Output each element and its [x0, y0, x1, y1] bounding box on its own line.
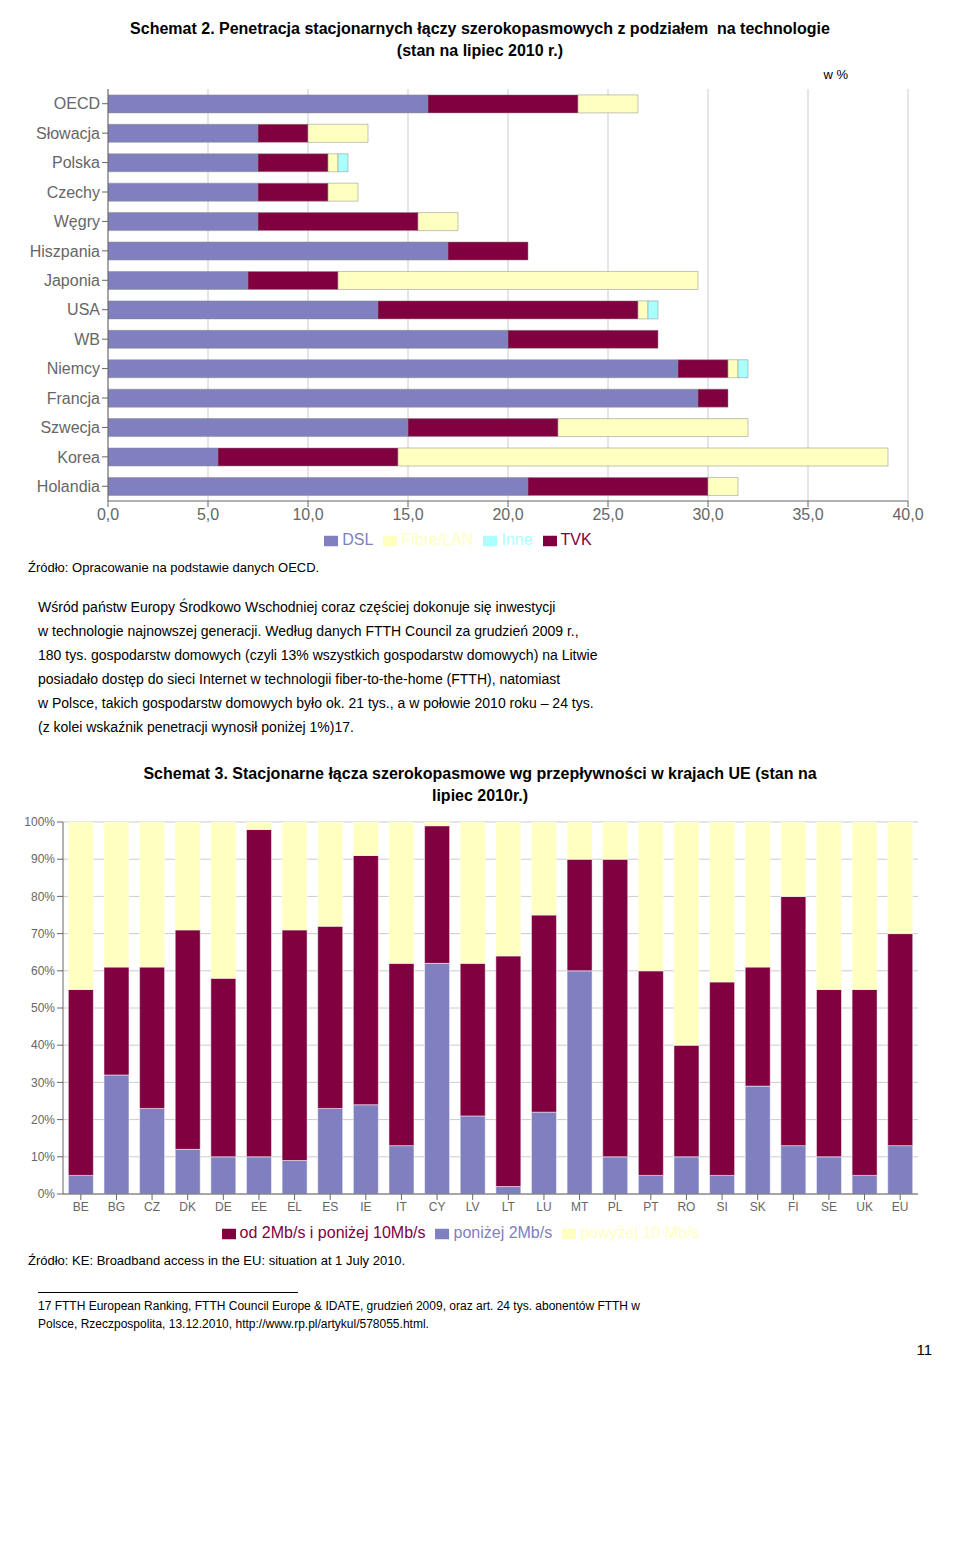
svg-text:20,0: 20,0 — [492, 506, 523, 523]
svg-text:IT: IT — [396, 1200, 407, 1214]
html-text:powyżej 10 Mb/s: powyżej 10 Mb/s — [580, 1224, 700, 1241]
html-text:posiadało dostęp do sieci Inte: posiadało dostęp do sieci Internet w tec… — [38, 671, 561, 687]
html-text:poniżej 2Mb/s: poniżej 2Mb/s — [453, 1224, 553, 1241]
html-text:Schemat 2. Penetracja stacjona: Schemat 2. Penetracja stacjonarnych łącz… — [130, 20, 830, 37]
svg-text:Holandia: Holandia — [37, 478, 100, 495]
html-text:od 2Mb/s i poniżej 10Mb/s: od 2Mb/s i poniżej 10Mb/s — [239, 1224, 426, 1241]
svg-text:60%: 60% — [31, 964, 55, 978]
svg-text:25,0: 25,0 — [592, 506, 623, 523]
html-text:Schemat 3. Stacjonarne łącza s: Schemat 3. Stacjonarne łącza szerokopasm… — [143, 765, 817, 782]
svg-text:SE: SE — [821, 1200, 837, 1214]
svg-text:Polska: Polska — [52, 154, 100, 171]
html-text:11: 11 — [916, 1341, 932, 1358]
svg-text:FI: FI — [788, 1200, 799, 1214]
svg-text:UK: UK — [856, 1200, 873, 1214]
svg-text:15,0: 15,0 — [392, 506, 423, 523]
svg-text:30,0: 30,0 — [692, 506, 723, 523]
svg-text:10,0: 10,0 — [292, 506, 323, 523]
svg-text:80%: 80% — [31, 890, 55, 904]
svg-text:EE: EE — [251, 1200, 267, 1214]
html-text:DSL: DSL — [342, 531, 374, 548]
svg-text:Czechy: Czechy — [47, 184, 100, 201]
svg-text:LV: LV — [466, 1200, 480, 1214]
svg-text:SK: SK — [750, 1200, 766, 1214]
html-text:(stan na lipiec 2010 r.): (stan na lipiec 2010 r.) — [396, 42, 564, 59]
svg-text:70%: 70% — [31, 927, 55, 941]
svg-text:WB: WB — [74, 331, 100, 348]
html-text:Wśród państw Europy Środkowo W: Wśród państw Europy Środkowo Wschodniej … — [38, 599, 556, 615]
html-text:Źródło: Opracowanie na podstaw: Źródło: Opracowanie na podstawie danych … — [28, 560, 320, 575]
html-text:TVK: TVK — [560, 531, 592, 548]
svg-text:OECD: OECD — [54, 95, 100, 112]
svg-text:0%: 0% — [38, 1187, 56, 1201]
svg-text:10%: 10% — [31, 1150, 55, 1164]
svg-text:EU: EU — [892, 1200, 909, 1214]
svg-text:SI: SI — [716, 1200, 727, 1214]
svg-text:Korea: Korea — [57, 449, 100, 466]
html-text:17 FTTH European Ranking, FTTH: 17 FTTH European Ranking, FTTH Council E… — [38, 1299, 640, 1313]
html-text:lipiec 2010r.): lipiec 2010r.) — [432, 787, 528, 804]
svg-text:50%: 50% — [31, 1001, 55, 1015]
svg-text:ES: ES — [322, 1200, 338, 1214]
html-text:w technologie najnowszej gener: w technologie najnowszej generacji. Wedł… — [38, 623, 579, 639]
svg-text:CZ: CZ — [144, 1200, 160, 1214]
html-text:(z kolei wskaźnik penetracji w: (z kolei wskaźnik penetracji wynosił pon… — [38, 719, 354, 735]
html-text:Polsce, Rzeczpospolita, 13.12.: Polsce, Rzeczpospolita, 13.12.2010, http… — [38, 1317, 429, 1331]
svg-text:DK: DK — [179, 1200, 196, 1214]
svg-text:40%: 40% — [31, 1038, 55, 1052]
svg-text:PT: PT — [643, 1200, 659, 1214]
svg-text:CY: CY — [429, 1200, 446, 1214]
svg-text:Japonia: Japonia — [44, 272, 100, 289]
svg-text:RO: RO — [677, 1200, 695, 1214]
svg-text:LU: LU — [536, 1200, 551, 1214]
svg-text:35,0: 35,0 — [792, 506, 823, 523]
svg-text:Hiszpania: Hiszpania — [30, 243, 100, 260]
svg-text:Niemcy: Niemcy — [47, 360, 100, 377]
html-text:Źródło: KE: Broadband access i: Źródło: KE: Broadband access in the EU: … — [28, 1253, 406, 1268]
svg-text:BG: BG — [108, 1200, 125, 1214]
svg-text:Szwecja: Szwecja — [40, 419, 100, 436]
html-text:w Polsce, takich gospodarstw d: w Polsce, takich gospodarstw domowych by… — [38, 695, 594, 711]
svg-text:EL: EL — [287, 1200, 302, 1214]
svg-text:MT: MT — [571, 1200, 589, 1214]
svg-text:Słowacja: Słowacja — [36, 125, 100, 142]
svg-text:0,0: 0,0 — [97, 506, 119, 523]
svg-text:90%: 90% — [31, 852, 55, 866]
svg-text:Francja: Francja — [47, 390, 100, 407]
svg-text:BE: BE — [73, 1200, 89, 1214]
svg-text:DE: DE — [215, 1200, 232, 1214]
svg-text:LT: LT — [502, 1200, 516, 1214]
svg-text:Węgry: Węgry — [54, 213, 100, 230]
svg-text:5,0: 5,0 — [197, 506, 219, 523]
svg-text:30%: 30% — [31, 1076, 55, 1090]
html-text:Inne: Inne — [501, 531, 533, 548]
svg-text:40,0: 40,0 — [892, 506, 923, 523]
svg-text:IE: IE — [360, 1200, 371, 1214]
html-text:Fibre/LAN: Fibre/LAN — [401, 531, 474, 548]
html-text:w %: w % — [823, 67, 848, 82]
html-text:180 tys. gospodarstw domowych: 180 tys. gospodarstw domowych (czyli 13%… — [38, 647, 598, 663]
svg-text:20%: 20% — [31, 1113, 55, 1127]
svg-text:PL: PL — [608, 1200, 623, 1214]
svg-text:100%: 100% — [24, 815, 55, 829]
svg-text:USA: USA — [67, 301, 100, 318]
